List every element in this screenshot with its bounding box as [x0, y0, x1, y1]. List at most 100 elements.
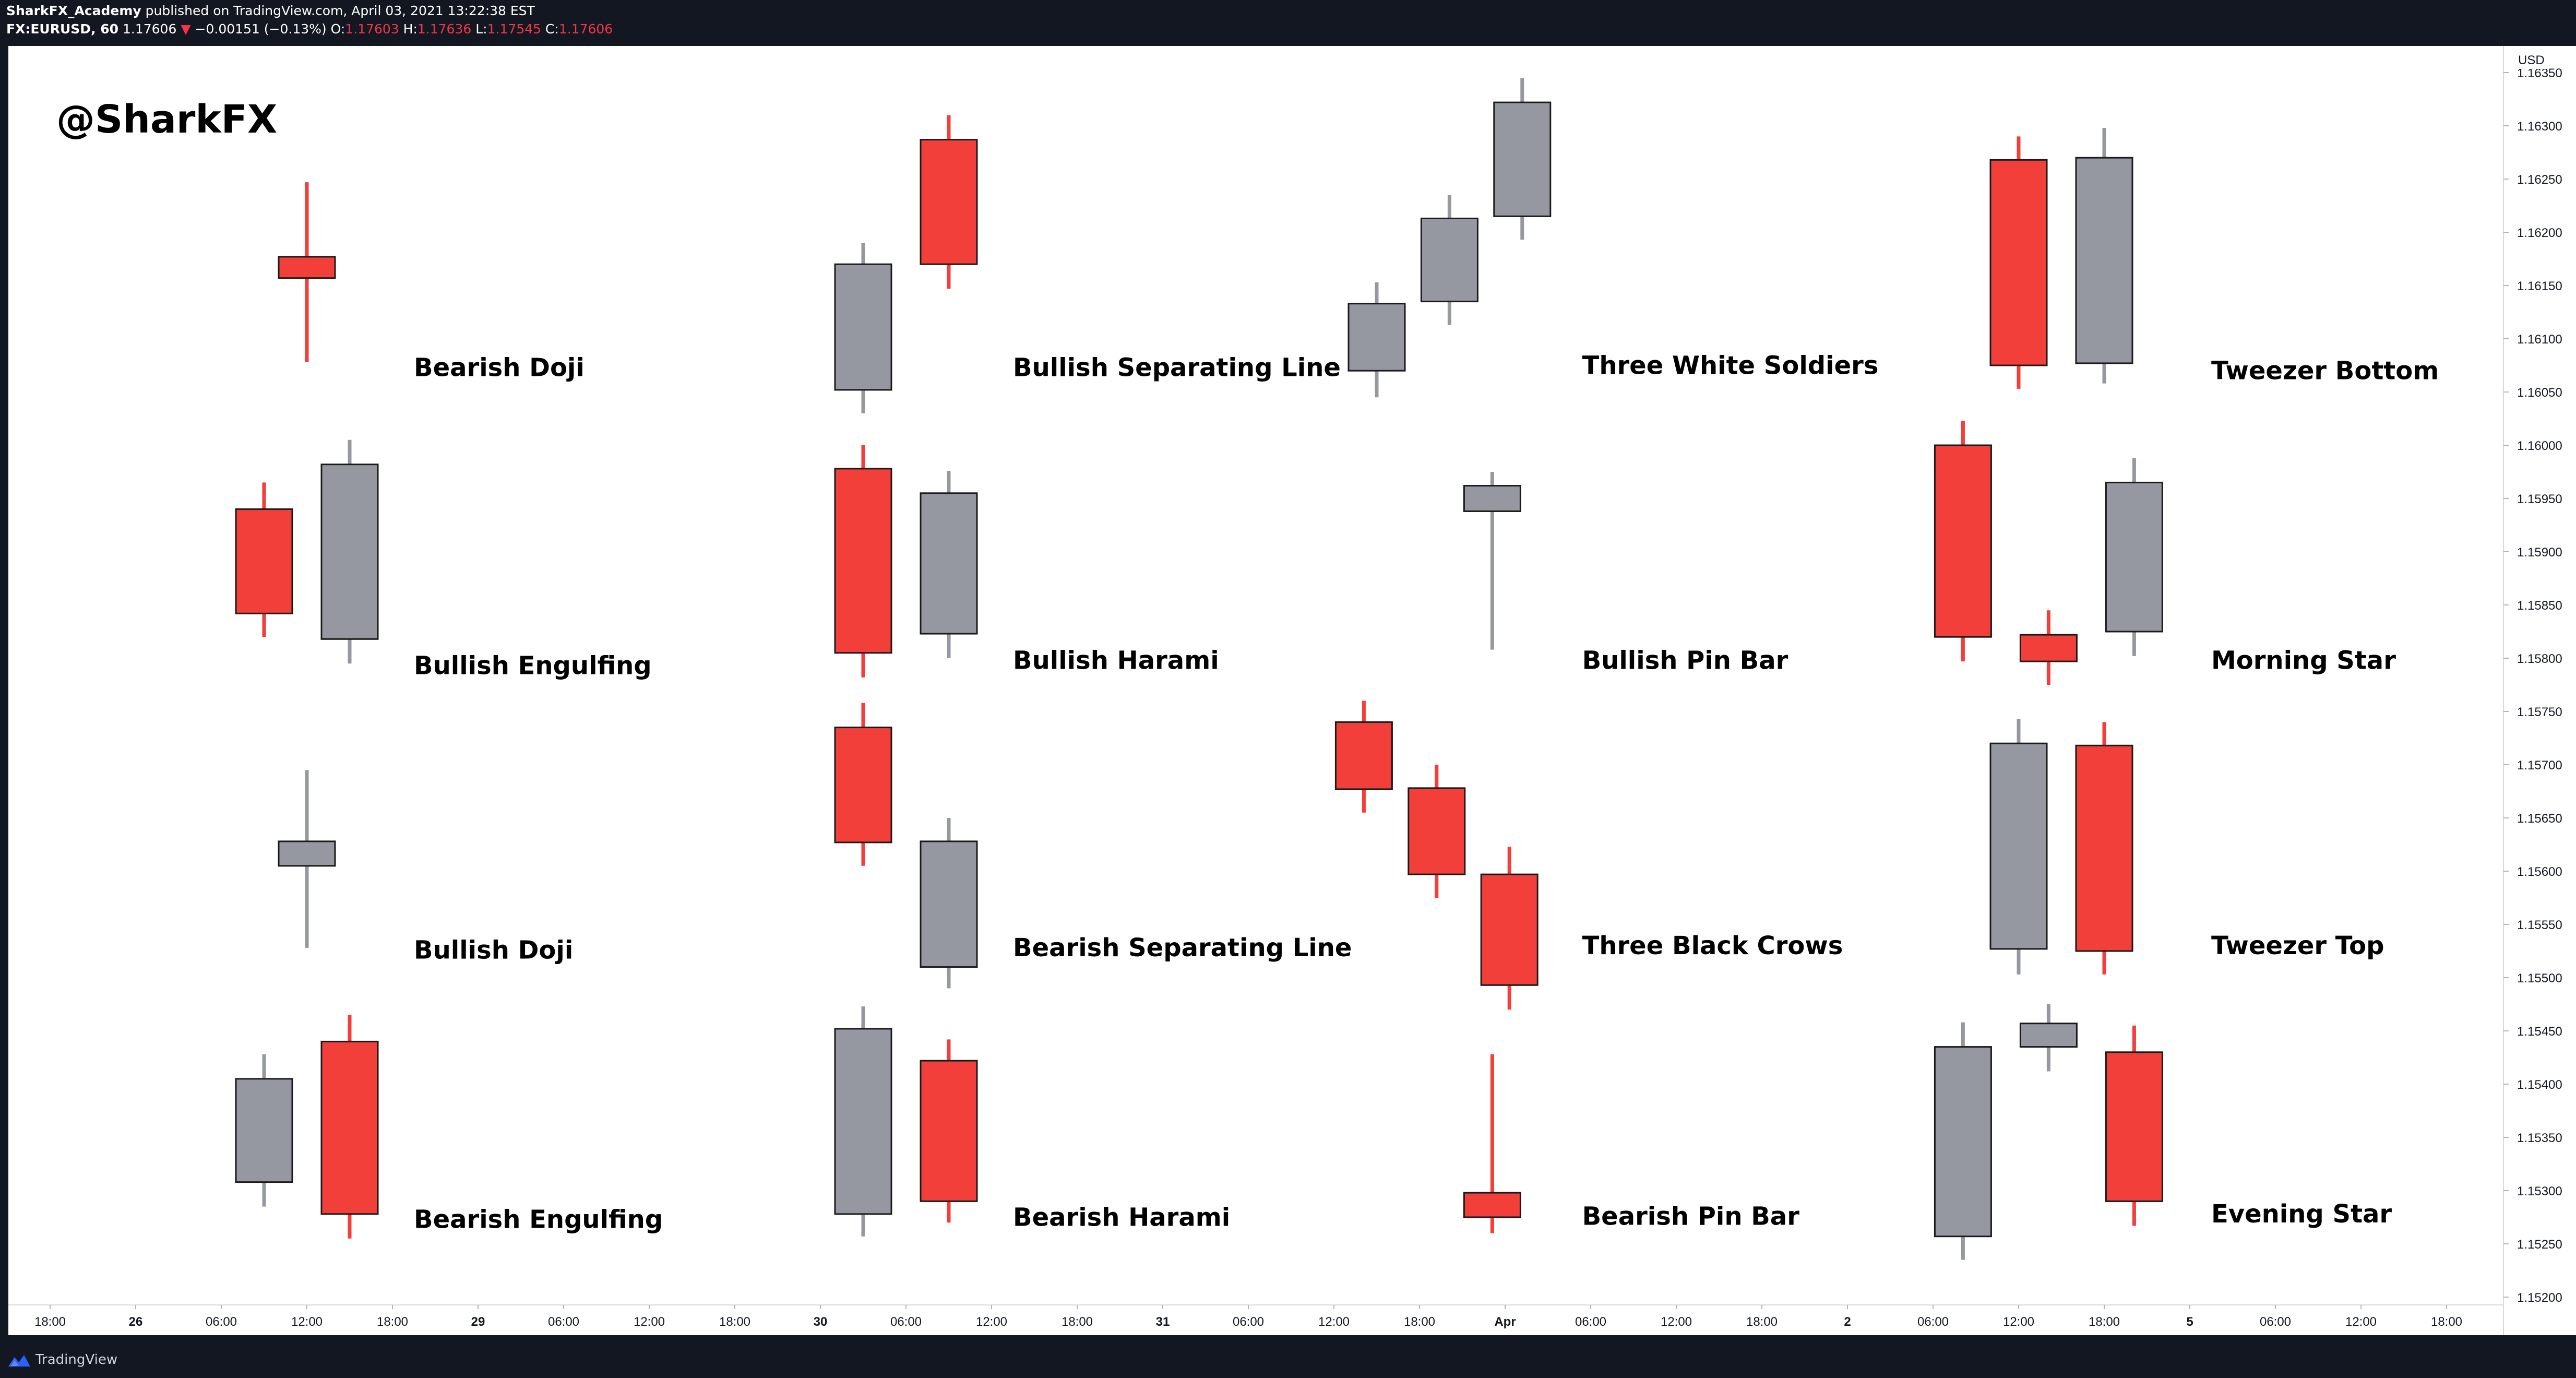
- bullish-candle-body: [278, 840, 336, 867]
- bullish-candle-body: [1989, 742, 2048, 950]
- bearish-candle-body: [2105, 1051, 2163, 1202]
- price-tick-label: 1.16300: [2517, 120, 2562, 134]
- time-tick-label: 18:00: [2089, 1315, 2120, 1329]
- price-tick-label: 1.16000: [2517, 439, 2562, 453]
- pattern-label: Bearish Harami: [1013, 1203, 1230, 1232]
- low-value: 1.17545: [487, 21, 541, 37]
- pattern-label: Bullish Engulfing: [414, 651, 652, 681]
- currency-label-box: [2512, 51, 2549, 69]
- high-value: 1.17636: [417, 21, 472, 37]
- time-tick-label: 06:00: [890, 1315, 922, 1329]
- time-tick-label: 18:00: [719, 1315, 750, 1329]
- pattern-label: Three White Soldiers: [1582, 351, 1879, 380]
- bullish-candle-body: [920, 840, 978, 968]
- bullish-candle-body: [320, 464, 379, 640]
- time-tick-label: 2: [1844, 1315, 1851, 1329]
- candlestick-chart[interactable]: 1.163501.163001.162501.162001.161501.161…: [8, 46, 2576, 1343]
- price-tick-label: 1.15450: [2517, 1025, 2562, 1039]
- time-tick-label: 29: [471, 1315, 485, 1329]
- bearish-candle-body: [320, 1040, 379, 1215]
- pattern-label: Bullish Pin Bar: [1582, 646, 1788, 675]
- time-tick-label: 12:00: [2345, 1315, 2377, 1329]
- time-tick-label: 06:00: [1917, 1315, 1949, 1329]
- pattern-label: Morning Star: [2211, 646, 2396, 675]
- time-tick-label: 12:00: [291, 1315, 323, 1329]
- tradingview-logo-icon[interactable]: [7, 1352, 31, 1369]
- price-tick-label: 1.15500: [2517, 971, 2562, 985]
- chart-header: SharkFX_Academy published on TradingView…: [0, 0, 2576, 46]
- chart-pane[interactable]: 1.16350 1.16300 1.16250 1.16200 1.16150 1.161…: [8, 46, 2576, 1343]
- bullish-candle-body: [1420, 217, 1478, 303]
- pattern-label: Tweezer Bottom: [2211, 357, 2439, 386]
- currency-label: USD: [2518, 53, 2545, 67]
- price-tick-label: 1.16050: [2517, 386, 2562, 400]
- price-tick-label: 1.15550: [2517, 918, 2562, 932]
- publish-info: SharkFX_Academy published on TradingView…: [6, 3, 535, 18]
- bottom-edge-bar: [8, 1335, 2576, 1343]
- time-tick-label: 18:00: [1746, 1315, 1778, 1329]
- pattern-label: Bearish Separating Line: [1013, 933, 1352, 963]
- time-tick-label: 06:00: [206, 1315, 237, 1329]
- bullish-candle-body: [920, 492, 978, 635]
- time-tick-label: 06:00: [2260, 1315, 2291, 1329]
- time-tick-label: 12:00: [1661, 1315, 1692, 1329]
- pattern-label: Bearish Engulfing: [414, 1205, 663, 1234]
- price-tick-label: 1.15400: [2517, 1078, 2562, 1092]
- bearish-candle-body: [235, 508, 293, 614]
- pattern-label: Evening Star: [2211, 1199, 2392, 1229]
- open-value: 1.17603: [345, 21, 399, 37]
- price-tick-label: 1.15750: [2517, 705, 2562, 719]
- bearish-candle-body: [1480, 873, 1539, 986]
- time-tick-label: 12:00: [2003, 1315, 2034, 1329]
- symbol-info: FX:EURUSD, 60 1.17606 ▼ −0.00151 (−0.13%…: [6, 21, 613, 37]
- time-tick-label: 18:00: [1404, 1315, 1435, 1329]
- publish-text: published on TradingView.com, April 03, …: [141, 3, 535, 18]
- bearish-candle-body: [278, 256, 336, 279]
- down-arrow-icon: ▼: [181, 21, 191, 37]
- symbol-name[interactable]: FX:EURUSD, 60: [6, 21, 119, 37]
- last-price: 1.17606: [122, 21, 177, 37]
- time-tick-label: 12:00: [1318, 1315, 1350, 1329]
- time-tick-label: 06:00: [1575, 1315, 1606, 1329]
- bullish-candle-body: [2019, 1023, 2078, 1048]
- pattern-label: Bearish Pin Bar: [1582, 1202, 1800, 1231]
- footer-bar: TradingView: [0, 1343, 2576, 1378]
- price-tick-label: 1.15600: [2517, 865, 2562, 879]
- time-tick-label: 5: [2186, 1315, 2193, 1329]
- bearish-candle-body: [834, 468, 892, 654]
- tradingview-brand[interactable]: TradingView: [35, 1352, 118, 1368]
- price-tick-label: 1.15700: [2517, 758, 2562, 773]
- time-tick-label: 18:00: [1062, 1315, 1093, 1329]
- bullish-candle-body: [1347, 303, 1406, 372]
- bearish-candle-body: [1989, 159, 2048, 366]
- bullish-candle-body: [1493, 101, 1552, 217]
- bearish-candle-body: [2019, 634, 2078, 662]
- bullish-candle-body: [1463, 485, 1521, 512]
- time-tick-label: 06:00: [1233, 1315, 1264, 1329]
- price-tick-label: 1.15350: [2517, 1131, 2562, 1145]
- price-tick-label: 1.15850: [2517, 599, 2562, 613]
- bullish-candle-body: [2075, 157, 2133, 364]
- watermark-text: @SharkFX: [56, 97, 277, 142]
- bullish-candle-body: [235, 1078, 293, 1183]
- price-tick-label: 1.16200: [2517, 226, 2562, 240]
- price-tick-label: 1.16250: [2517, 173, 2562, 187]
- pattern-label: Bullish Harami: [1013, 646, 1219, 675]
- bearish-candle-body: [920, 139, 978, 265]
- author-name[interactable]: SharkFX_Academy: [6, 3, 141, 18]
- bearish-candle-body: [1934, 444, 1992, 638]
- price-tick-label: 1.15300: [2517, 1184, 2562, 1198]
- price-tick-label: 1.15950: [2517, 492, 2562, 506]
- bearish-candle-body: [1463, 1192, 1521, 1218]
- time-tick-label: 12:00: [976, 1315, 1007, 1329]
- time-tick-label: 06:00: [548, 1315, 579, 1329]
- pattern-label: Tweezer Top: [2211, 931, 2384, 960]
- bearish-candle-body: [2075, 744, 2133, 952]
- pattern-label: Bullish Doji: [414, 935, 573, 965]
- time-tick-label: 18:00: [34, 1315, 66, 1329]
- high-label: H:: [403, 21, 418, 37]
- close-label: C:: [545, 21, 559, 37]
- price-tick-label: 1.16150: [2517, 279, 2562, 293]
- time-tick-label: 26: [129, 1315, 143, 1329]
- pattern-label: Bearish Doji: [414, 353, 585, 382]
